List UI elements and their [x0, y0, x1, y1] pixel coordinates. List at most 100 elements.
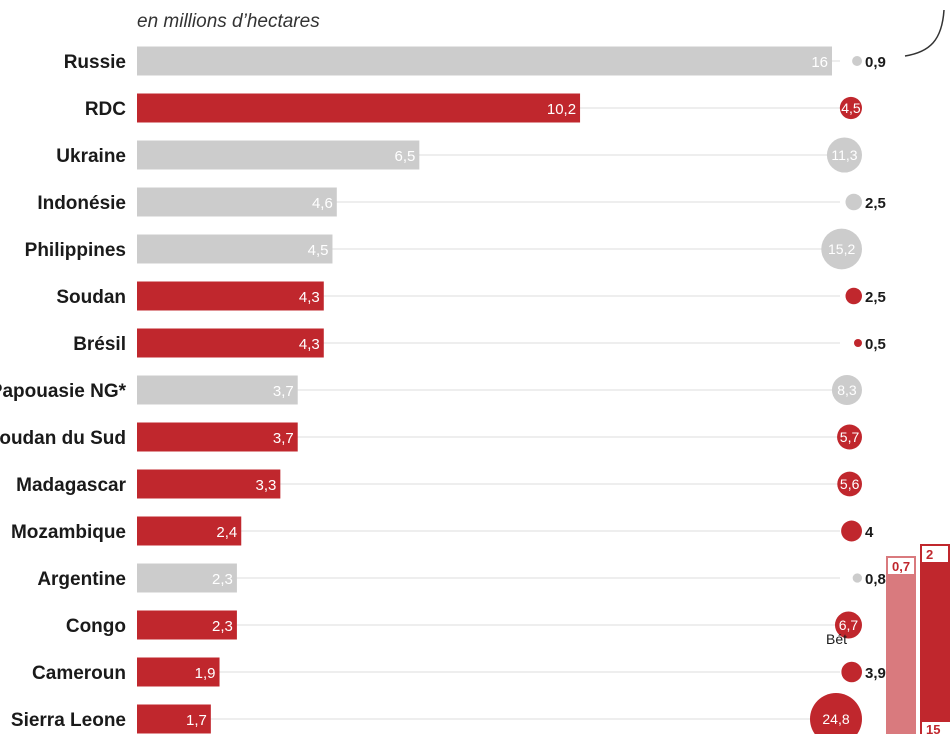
bubble [810, 693, 862, 734]
bubble [845, 193, 862, 211]
bubble-value-label: 2,5 [865, 195, 886, 212]
bar [137, 375, 298, 405]
bubble-value-label: 0,5 [865, 336, 886, 353]
bubble [839, 96, 862, 120]
country-label: Congo [66, 616, 126, 637]
chart-row: RDC 10,2 4,5 [85, 93, 862, 123]
bubble-value-label: 15,2 [828, 241, 855, 257]
country-label: Cameroun [32, 663, 126, 684]
bubble-value-label: 6,7 [839, 617, 859, 633]
chart-row: Congo 2,3 6,7 [66, 610, 862, 640]
chart-row: Philippines 4,5 15,2 [25, 228, 862, 270]
country-label: Indonésie [37, 193, 126, 214]
bar-value-label: 2,3 [212, 618, 233, 635]
chart-row: Russie 16 0,9 [64, 46, 886, 76]
chart-row: Cameroun 1,9 3,9 [32, 657, 886, 687]
bar [137, 140, 420, 170]
bar [137, 328, 324, 358]
country-label: Philippines [25, 240, 126, 261]
bar [137, 93, 581, 123]
bar-value-label: 2,3 [212, 571, 233, 588]
bubble-value-label: 3,9 [865, 665, 886, 682]
chart-row: Madagascar 3,3 5,6 [16, 469, 862, 499]
bar [137, 704, 211, 734]
bubble-value-label: 11,3 [831, 147, 857, 163]
side-bar [920, 544, 950, 734]
bubble [831, 374, 863, 406]
bubble-value-label: 5,6 [840, 476, 860, 492]
side-partial-label: Bét [826, 631, 847, 647]
chart-rows: Russie 16 0,9 RDC 10,2 4,5 Ukraine 6,5 11,3 Indon… [0, 46, 886, 734]
bar-value-label: 1,9 [195, 665, 216, 682]
bar-value-label: 3,7 [273, 430, 294, 447]
country-label: Mozambique [11, 522, 126, 543]
bubble-value-label: 4 [865, 524, 874, 541]
side-bottom-box [922, 722, 950, 734]
bubble-value-label: 0,9 [865, 54, 886, 71]
bar-value-label: 3,7 [273, 383, 294, 400]
bubble-value-label: 2,5 [865, 289, 886, 306]
side-bar [886, 556, 916, 734]
bar-value-label: 4,3 [299, 289, 320, 306]
bar [137, 281, 324, 311]
country-label: RDC [85, 99, 126, 120]
chart-row: Soudan 4,3 2,5 [56, 281, 886, 311]
bar [137, 657, 220, 687]
bar [137, 187, 337, 217]
bar [137, 516, 242, 546]
bubble-value-label: 0,8 [865, 571, 886, 588]
country-label: Brésil [73, 334, 126, 355]
bar [137, 469, 281, 499]
bar-value-label: 6,5 [394, 148, 415, 165]
bar [137, 46, 832, 76]
chart-row: Mozambique 2,4 4 [11, 516, 874, 546]
bubble [845, 287, 862, 305]
bubble [852, 56, 862, 66]
side-bar-label-box [922, 546, 948, 562]
bubble [841, 520, 863, 542]
bar [137, 610, 237, 640]
bubble [821, 228, 862, 270]
bubble [834, 611, 862, 639]
bubble-value-label: 24,8 [822, 711, 849, 727]
bubble-value-label: 5,7 [840, 429, 860, 445]
bubble-value-label: 8,3 [837, 382, 857, 398]
chart-row: Ukraine 6,5 11,3 [56, 137, 862, 173]
bar-value-label: 3,3 [255, 477, 276, 494]
chart-row: Indonésie 4,6 2,5 [37, 187, 886, 217]
country-label: Ukraine [56, 146, 126, 167]
country-label: Papouasie NG* [0, 381, 127, 402]
chart-row: Soudan du Sud 3,7 5,7 [0, 422, 862, 452]
bar-value-label: 4,5 [308, 242, 329, 259]
chart-subtitle: en millions d’hectares [137, 11, 320, 32]
bar-value-label: 4,3 [299, 336, 320, 353]
country-label: Russie [64, 52, 126, 73]
bubble [852, 573, 862, 583]
bar-value-label: 16 [811, 54, 828, 71]
side-bottom-label: 15 [926, 722, 940, 734]
bubble [837, 471, 862, 497]
bar [137, 422, 298, 452]
side-bar-value-label: 2 [926, 547, 933, 562]
bar [137, 234, 333, 264]
bubble [841, 661, 863, 683]
country-label: Soudan du Sud [0, 428, 126, 449]
side-bar-value-label: 0,7 [892, 559, 910, 574]
bubble-value-label: 4,5 [841, 100, 861, 116]
chart-row: Papouasie NG* 3,7 8,3 [0, 374, 863, 406]
bar-value-label: 10,2 [547, 101, 576, 118]
country-label: Madagascar [16, 475, 126, 496]
bar-value-label: 1,7 [186, 712, 207, 729]
bar-value-label: 4,6 [312, 195, 333, 212]
country-label: Soudan [56, 287, 126, 308]
side-panel: Bét 0,7 2 15 [826, 544, 950, 734]
callout-arrow [904, 9, 945, 57]
bar [137, 563, 237, 593]
bubble [826, 137, 862, 173]
bar-value-label: 2,4 [216, 524, 237, 541]
chart-row: Brésil 4,3 0,5 [73, 328, 886, 358]
chart-row: Sierra Leone 1,7 24,8 [11, 693, 862, 734]
country-label: Argentine [37, 569, 126, 590]
bubble [854, 339, 862, 347]
